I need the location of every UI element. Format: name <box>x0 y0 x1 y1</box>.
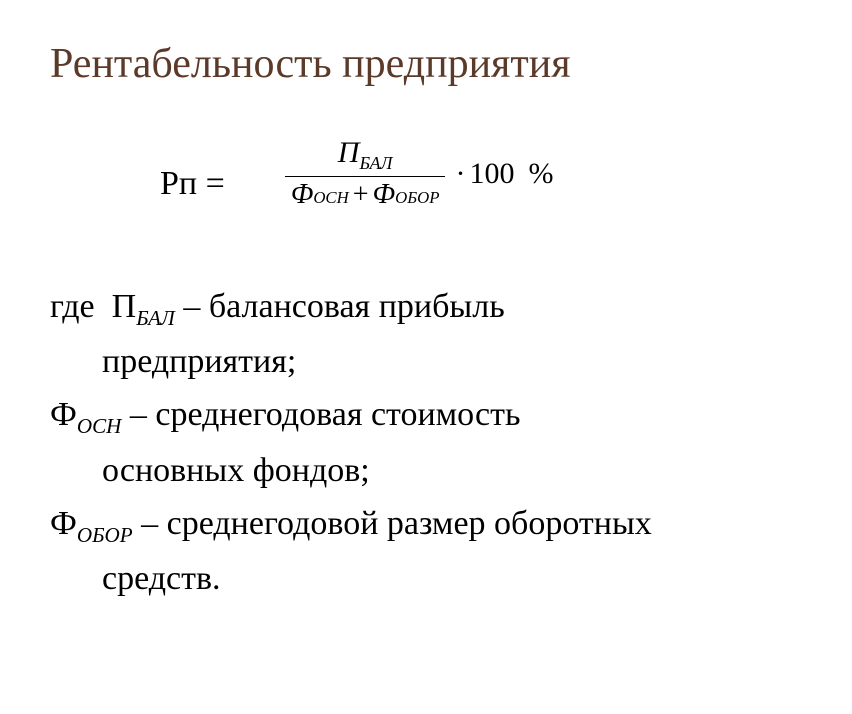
denom-f2-sub: ОБОР <box>395 188 439 208</box>
def-1-line-b: предприятия; <box>50 336 802 387</box>
def-3-line-a: ФОБОР – среднегодовой размер оборотных <box>50 498 802 551</box>
def-1-base: П <box>112 288 137 325</box>
page-title: Рентабельность предприятия <box>50 40 802 88</box>
def-3-base: Ф <box>50 505 77 542</box>
def-2-line-a: ФОСН – среднегодовая стоимость <box>50 389 802 442</box>
numerator-sub: БАЛ <box>359 153 392 173</box>
percent-sign: % <box>528 157 553 191</box>
def-1-text-a: – балансовая прибыль <box>175 288 505 325</box>
denom-f2-base: Ф <box>373 179 396 211</box>
def-1-line-a: где ПБАЛ – балансовая прибыль <box>50 281 802 334</box>
def-2-base: Ф <box>50 396 77 433</box>
denom-f1-base: Ф <box>291 179 314 211</box>
where-label: где <box>50 288 95 325</box>
def-1-symbol: ПБАЛ <box>112 288 175 325</box>
def-2-symbol: ФОСН <box>50 396 121 433</box>
hundred: 100 <box>469 157 514 191</box>
def-3-text-a: – среднегодовой размер оборотных <box>133 505 652 542</box>
formula-lhs: Рп = <box>160 165 225 203</box>
def-3-line-b: средств. <box>50 553 802 604</box>
denominator: ФОСН + ФОБОР <box>285 176 446 211</box>
denom-plus: + <box>349 179 373 211</box>
denom-f1-sub: ОСН <box>313 188 348 208</box>
def-3-symbol: ФОБОР <box>50 505 133 542</box>
fraction: ПБАЛ ФОСН + ФОБОР <box>285 136 446 211</box>
def-2-line-b: основных фондов; <box>50 445 802 496</box>
def-1-sub: БАЛ <box>136 306 175 330</box>
def-3-sub: ОБОР <box>77 523 133 547</box>
definitions: где ПБАЛ – балансовая прибыль предприяти… <box>50 281 802 604</box>
numerator: ПБАЛ <box>308 136 423 176</box>
def-2-sub: ОСН <box>77 414 122 438</box>
mult-dot: · <box>455 157 465 191</box>
def-2-text-a: – среднегодовая стоимость <box>121 396 520 433</box>
formula-row: Рп = ПБАЛ ФОСН + ФОБОР · 100 % <box>50 136 802 211</box>
numerator-base: П <box>338 136 360 169</box>
formula-rhs: ПБАЛ ФОСН + ФОБОР · 100 % <box>285 136 554 211</box>
